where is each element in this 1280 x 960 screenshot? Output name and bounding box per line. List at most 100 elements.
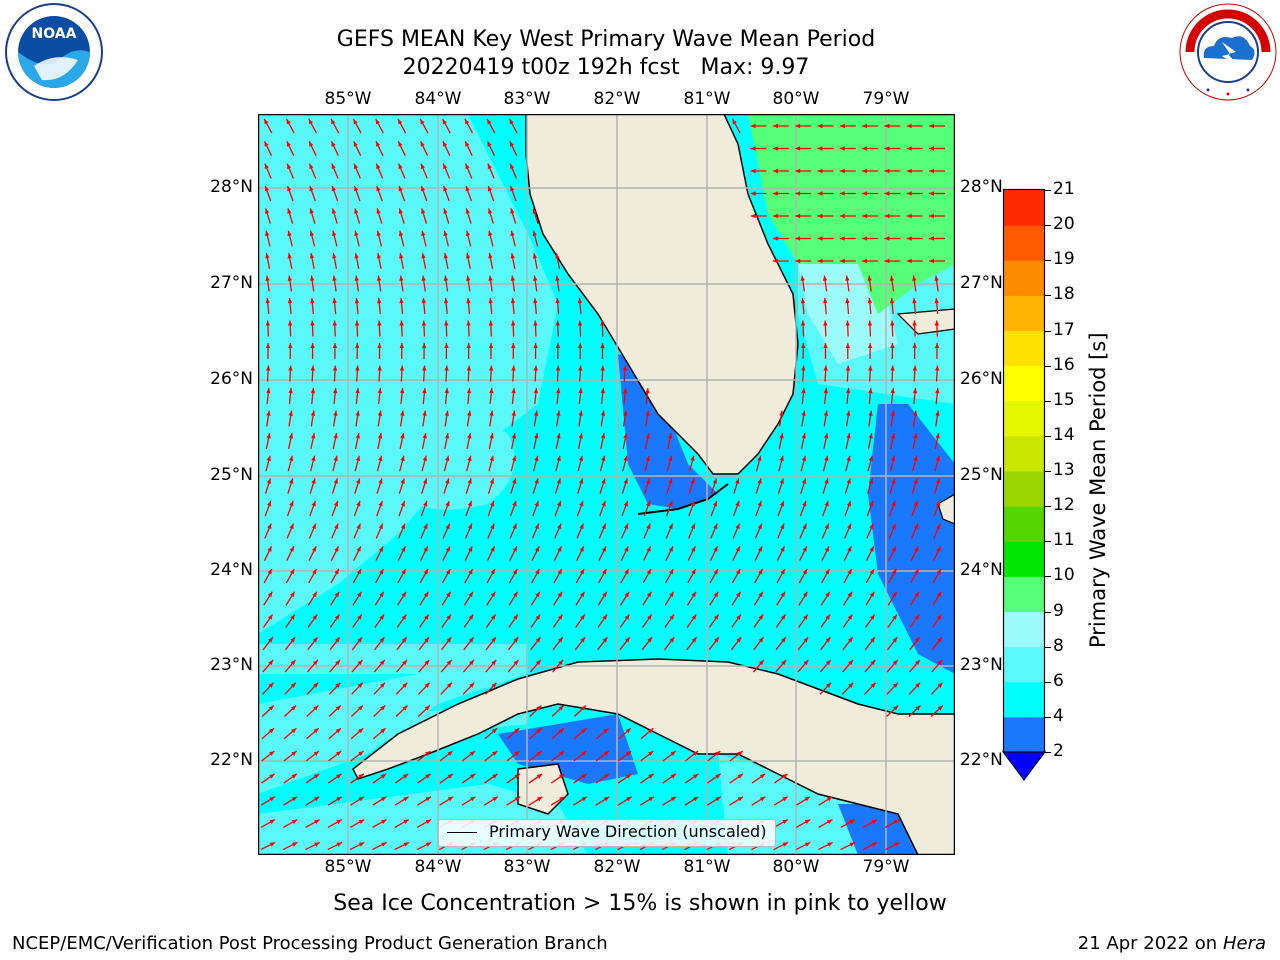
wave-arrow-head xyxy=(801,388,806,394)
wave-arrow-head xyxy=(291,728,297,734)
wave-arrow-head xyxy=(578,388,583,394)
wave-arrow-head xyxy=(890,320,895,326)
wave-arrow-head xyxy=(713,614,719,620)
wave-arrow-head xyxy=(487,118,492,125)
wave-arrow-head xyxy=(868,365,873,371)
wave-arrow-head xyxy=(846,478,851,484)
period-9-10-atlantic xyxy=(748,114,955,314)
wave-arrow-head xyxy=(824,455,829,462)
wave-arrow-head xyxy=(289,569,295,575)
wave-arrow-head xyxy=(311,501,316,507)
colorbar-tick-mark xyxy=(1045,435,1051,437)
wave-arrow-head xyxy=(889,275,895,281)
wave-arrow-head xyxy=(509,141,514,147)
wave-arrow-head xyxy=(266,478,272,484)
wave-arrow-head xyxy=(827,819,833,824)
wave-arrow-head xyxy=(309,141,314,147)
wave-arrow-head xyxy=(735,478,740,484)
wave-arrow-head xyxy=(670,796,677,802)
wave-arrow-head xyxy=(889,298,895,304)
wave-arrow-head xyxy=(906,213,912,219)
wave-arrow-head xyxy=(817,146,823,151)
colorbar-tick-label: 8 xyxy=(1053,635,1064,656)
wave-arrow-head xyxy=(647,728,654,734)
wave-arrow-head xyxy=(268,659,274,666)
wave-arrow-head xyxy=(871,842,878,847)
wave-arrow-head xyxy=(600,388,606,394)
wave-arrow-head xyxy=(466,388,472,394)
wave-arrow-head xyxy=(333,478,338,484)
wave-arrow-head xyxy=(443,253,448,259)
wave-arrow-head xyxy=(914,591,919,598)
wave-arrow-head xyxy=(893,819,900,824)
wave-arrow-head xyxy=(377,410,383,416)
wave-arrow-head xyxy=(536,751,542,756)
wave-arrow-head xyxy=(511,455,517,462)
wave-arrow-head xyxy=(490,614,496,620)
wave-arrow-head xyxy=(868,455,873,462)
wave-arrow-head xyxy=(512,569,518,575)
wave-arrow-head xyxy=(470,796,476,802)
wave-arrow-head xyxy=(424,659,430,666)
colorbar-segment xyxy=(1004,400,1044,437)
wave-arrow-head xyxy=(332,320,337,326)
wave-arrow-head xyxy=(490,546,495,552)
wave-arrow-head xyxy=(827,842,833,847)
wave-arrow-head xyxy=(380,796,387,802)
wave-arrow-head xyxy=(422,410,427,416)
wave-arrow-head xyxy=(845,343,851,349)
wave-arrow-head xyxy=(623,501,628,507)
wave-arrow-head xyxy=(356,523,361,530)
wave-arrow-head xyxy=(558,728,564,734)
wave-arrow-head xyxy=(266,455,271,462)
wave-arrow-head xyxy=(669,591,674,598)
wave-arrow-head xyxy=(331,141,336,147)
colorbar-tick-mark xyxy=(1045,225,1051,227)
wave-arrow-head xyxy=(268,637,273,643)
colorbar xyxy=(1002,188,1046,781)
wave-arrow-head xyxy=(845,320,850,326)
wave-arrow-head xyxy=(802,501,807,507)
wave-arrow-head xyxy=(602,591,607,598)
wave-arrow-head xyxy=(465,230,471,237)
wave-arrow-head xyxy=(668,546,673,552)
wave-arrow-head xyxy=(310,365,315,371)
wave-arrow-head xyxy=(397,118,403,125)
wave-arrow-head xyxy=(713,523,718,530)
wave-arrow-head xyxy=(488,343,494,349)
wave-arrow-head xyxy=(913,433,918,439)
wave-arrow-head xyxy=(311,455,316,462)
wave-arrow-head xyxy=(559,796,565,802)
footer-host: Hera xyxy=(1222,933,1266,954)
wave-arrow-head xyxy=(892,637,898,643)
wave-arrow-head xyxy=(780,523,785,530)
wave-arrow-head xyxy=(626,796,632,802)
wave-arrow-head xyxy=(380,705,386,711)
colorbar-tick-label: 20 xyxy=(1053,214,1075,235)
wave-arrow-head xyxy=(757,546,763,552)
wave-arrow-head xyxy=(264,118,269,125)
wave-arrow-head xyxy=(846,433,851,439)
wave-arrow-head xyxy=(536,728,542,734)
wave-arrow-head xyxy=(335,682,341,688)
wave-arrow-head xyxy=(536,796,543,802)
footer-branch: NCEP/EMC/Verification Post Processing Pr… xyxy=(12,933,608,954)
wave-arrow-head xyxy=(424,637,430,643)
wave-arrow-head xyxy=(823,410,829,416)
wave-arrow-head xyxy=(265,208,270,214)
wave-arrow-head xyxy=(357,705,364,711)
wave-arrow-head xyxy=(533,410,539,416)
wave-arrow-head xyxy=(535,591,540,598)
wave-arrow-head xyxy=(803,614,808,620)
wave-arrow-head xyxy=(269,773,275,779)
wave-arrow-head xyxy=(269,819,275,824)
wave-arrow-head xyxy=(624,637,630,643)
wave-arrow-head xyxy=(848,682,854,688)
wave-arrow-head xyxy=(335,751,342,756)
wave-arrow-head xyxy=(354,298,360,304)
wave-arrow-head xyxy=(356,501,361,507)
wave-arrow-head xyxy=(712,501,718,507)
wave-arrow-head xyxy=(287,230,292,237)
wave-arrow-head xyxy=(488,253,493,259)
x-tick-top: 82°W xyxy=(593,89,641,109)
